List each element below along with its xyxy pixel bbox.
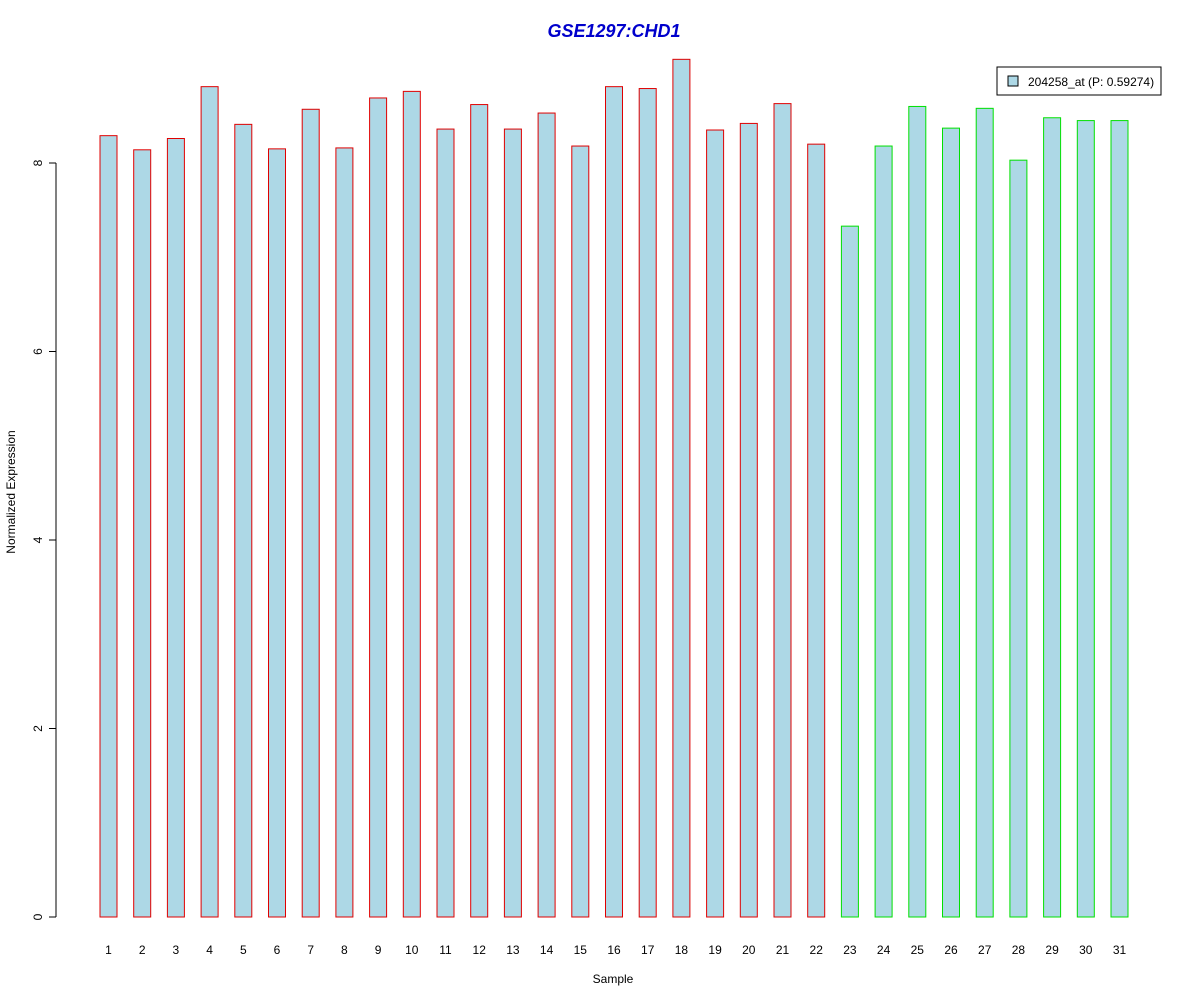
y-axis-ticks: 0 2 4 6 8 [31, 159, 56, 920]
x-tick-label: 14 [540, 943, 554, 957]
y-tick-label: 0 [31, 913, 45, 920]
x-tick-label: 24 [877, 943, 891, 957]
bar-sample-7 [301, 108, 320, 918]
bar-sample-4 [200, 86, 219, 918]
bar-sample-6 [268, 148, 286, 918]
x-tick-label: 28 [1012, 943, 1026, 957]
bar-sample-13 [503, 128, 522, 918]
x-tick-label: 29 [1045, 943, 1059, 957]
x-tick-label: 19 [708, 943, 722, 957]
x-tick-label: 7 [307, 943, 314, 957]
x-tick-label: 25 [911, 943, 925, 957]
bar-sample-10 [402, 90, 421, 918]
x-tick-label: 26 [944, 943, 958, 957]
bar-sample-29 [1043, 117, 1062, 918]
y-tick-label: 6 [31, 348, 45, 355]
x-tick-label: 21 [776, 943, 790, 957]
bar-sample-5 [234, 123, 253, 918]
bar-sample-8 [335, 147, 354, 918]
bar-sample-20 [739, 122, 758, 918]
x-tick-label: 3 [173, 943, 180, 957]
legend-label: 204258_at (P: 0.59274) [1028, 75, 1154, 89]
bar-sample-15 [571, 145, 590, 918]
bar-sample-3 [166, 137, 185, 918]
x-tick-label: 22 [810, 943, 824, 957]
bar-sample-28 [1009, 159, 1028, 918]
bar-sample-22 [807, 143, 826, 918]
bar-sample-23 [840, 225, 859, 918]
x-tick-label: 18 [675, 943, 689, 957]
bar-sample-16 [605, 86, 623, 918]
x-tick-label: 31 [1113, 943, 1127, 957]
x-tick-label: 4 [206, 943, 213, 957]
x-axis-label: Sample [593, 972, 634, 986]
bar-sample-26 [942, 127, 960, 918]
y-tick-label: 2 [31, 725, 45, 732]
x-tick-label: 16 [607, 943, 621, 957]
legend: 204258_at (P: 0.59274) [996, 66, 1162, 96]
bar-sample-30 [1076, 120, 1095, 918]
y-tick-label: 4 [31, 536, 45, 543]
y-tick-label: 8 [31, 159, 45, 166]
bar-sample-17 [638, 88, 657, 918]
y-axis-label: Normalized Expression [4, 430, 18, 553]
x-tick-label: 20 [742, 943, 756, 957]
x-tick-label: 11 [439, 943, 452, 957]
x-tick-label: 10 [405, 943, 419, 957]
legend-swatch [1007, 75, 1019, 87]
x-tick-label: 5 [240, 943, 247, 957]
x-tick-label: 1 [105, 943, 112, 957]
bar-sample-14 [537, 112, 556, 918]
bar-sample-18 [672, 58, 691, 918]
x-tick-label: 30 [1079, 943, 1093, 957]
bar-sample-27 [975, 107, 994, 918]
x-tick-label: 9 [375, 943, 382, 957]
x-tick-label: 12 [473, 943, 487, 957]
bar-sample-2 [133, 149, 152, 918]
x-tick-label: 15 [574, 943, 588, 957]
bar-sample-12 [470, 104, 489, 918]
bar-sample-9 [369, 97, 388, 918]
bar-sample-1 [99, 135, 118, 918]
chart-title: GSE1297:CHD1 [547, 21, 680, 41]
x-axis-tick-labels: 1 2 3 4 5 6 7 8 9 10 11 12 13 14 15 16 17 18 19 20 21 22 23 24 2… [105, 943, 1126, 957]
x-tick-label: 27 [978, 943, 992, 957]
x-tick-label: 13 [506, 943, 520, 957]
bar-sample-19 [706, 129, 725, 918]
bars-group [99, 58, 1129, 918]
x-tick-label: 17 [641, 943, 655, 957]
bar-sample-24 [874, 145, 893, 918]
x-tick-label: 2 [139, 943, 146, 957]
bar-sample-11 [436, 128, 455, 918]
x-tick-label: 8 [341, 943, 348, 957]
bar-sample-21 [773, 103, 792, 918]
legend-box [996, 66, 1162, 96]
bar-sample-25 [908, 105, 927, 918]
x-tick-label: 6 [274, 943, 281, 957]
x-tick-label: 23 [843, 943, 857, 957]
bar-sample-31 [1110, 120, 1129, 918]
